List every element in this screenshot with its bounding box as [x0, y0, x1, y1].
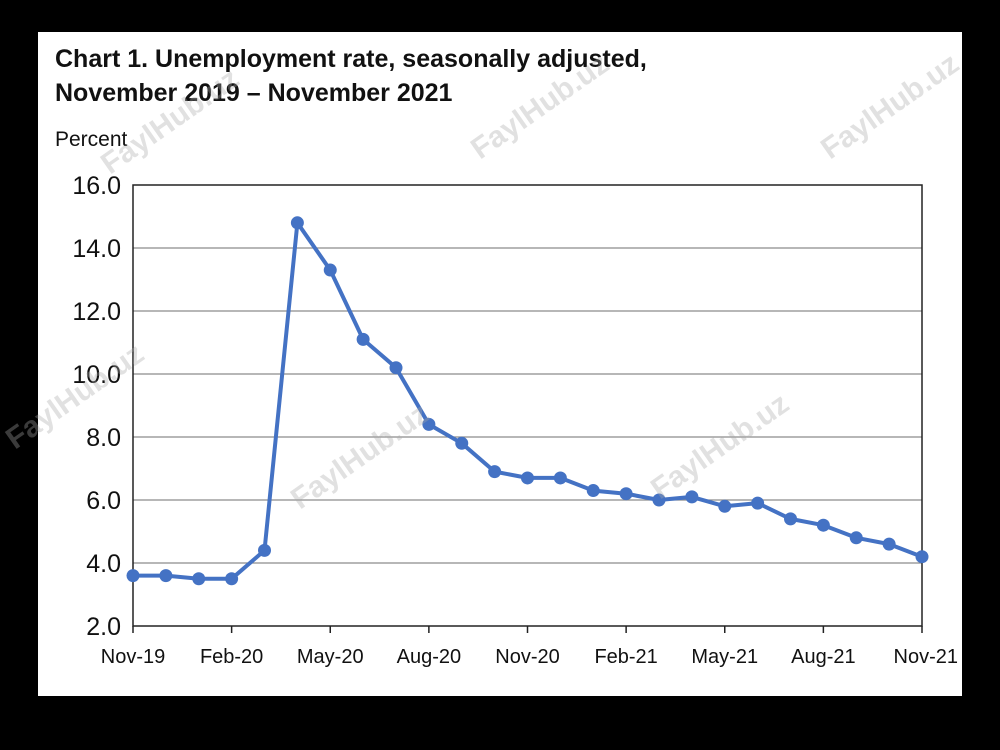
y-tick-label: 8.0 — [86, 424, 121, 452]
data-point — [126, 569, 140, 583]
y-tick-label: 14.0 — [72, 235, 121, 263]
x-tick-label: Nov-20 — [495, 646, 559, 668]
x-tick-label: May-20 — [297, 646, 364, 668]
y-tick-label: 2.0 — [86, 613, 121, 641]
y-tick-label: 12.0 — [72, 298, 121, 326]
x-tick-label: Feb-20 — [200, 646, 263, 668]
chart-title-line1: Chart 1. Unemployment rate, seasonally a… — [55, 45, 647, 73]
series-line — [133, 220, 923, 581]
data-point — [849, 531, 863, 545]
data-point — [323, 263, 337, 277]
y-tick-label: 4.0 — [86, 550, 121, 578]
data-point — [751, 496, 765, 510]
chart-card: Chart 1. Unemployment rate, seasonally a… — [38, 32, 962, 696]
y-tick-label: 10.0 — [72, 361, 121, 389]
data-point — [521, 471, 534, 485]
data-point — [488, 465, 502, 479]
data-point — [356, 332, 370, 346]
data-point — [619, 487, 633, 501]
watermark-text: FaylHub.uz — [0, 337, 150, 456]
watermark-text: FaylHub.uz — [645, 387, 795, 506]
data-point — [652, 493, 666, 507]
data-point — [290, 216, 304, 230]
x-tick-label: Aug-20 — [397, 646, 462, 668]
data-point — [389, 361, 403, 375]
y-tick-label: 6.0 — [86, 487, 121, 515]
x-tick-label: May-21 — [691, 646, 758, 668]
x-tick-label: Feb-21 — [594, 646, 657, 668]
data-point — [915, 550, 929, 564]
x-tick-label: Nov-19 — [101, 646, 165, 668]
watermark-text: FaylHub.uz — [815, 47, 965, 166]
watermark-text: FaylHub.uz — [465, 47, 615, 166]
data-point — [422, 417, 436, 431]
data-point — [586, 484, 600, 498]
data-point — [192, 572, 206, 586]
watermark-text: FaylHub.uz — [285, 397, 435, 516]
y-tick-label: 16.0 — [72, 172, 121, 200]
data-point — [816, 518, 830, 532]
data-point — [882, 537, 896, 551]
y-axis-label: Percent — [55, 128, 128, 151]
data-point — [553, 471, 567, 485]
data-point — [258, 543, 271, 557]
data-point — [455, 436, 469, 450]
chart-title: Chart 1. Unemployment rate, seasonally a… — [55, 42, 647, 110]
data-point — [159, 569, 173, 583]
chart-subtitle: November 2019 – November 2021 — [55, 79, 453, 107]
data-point — [718, 499, 732, 513]
data-point — [784, 512, 797, 526]
x-tick-label: Nov-21 — [894, 646, 958, 668]
watermark-text: FaylHub.uz — [95, 62, 245, 181]
data-point — [685, 490, 699, 504]
x-tick-label: Aug-21 — [791, 646, 856, 668]
data-point — [225, 572, 239, 586]
